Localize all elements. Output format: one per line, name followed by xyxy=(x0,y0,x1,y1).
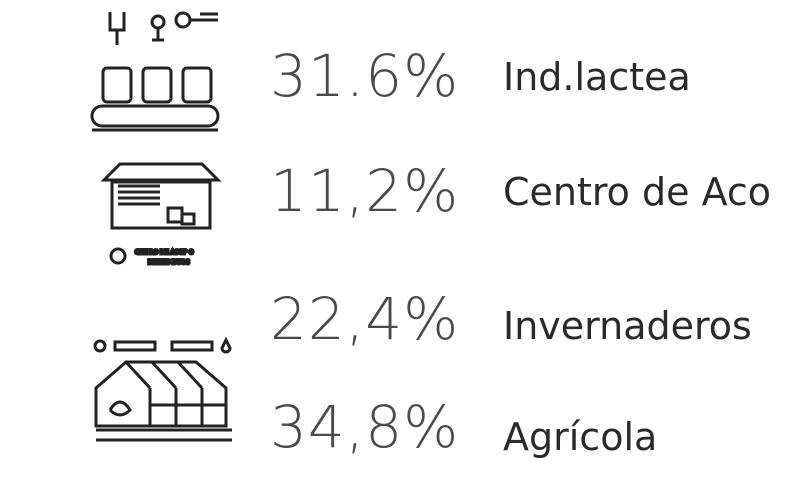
percent: 11,2% xyxy=(270,157,460,225)
percent: 34,8% xyxy=(270,393,460,461)
label: Centro de Aco xyxy=(503,170,772,214)
dairy-icon xyxy=(90,11,220,132)
percent: 22,4% xyxy=(270,285,460,353)
label: Ind.lactea xyxy=(503,55,691,99)
icon-caption: DE RES DUOS xyxy=(148,259,190,266)
greenhouse-icon xyxy=(93,336,232,442)
percent: 31.6% xyxy=(270,42,460,110)
label: Invernaderos xyxy=(503,304,752,348)
warehouse-icon xyxy=(100,162,222,265)
icon-caption: CEN RO DE ACOP O xyxy=(135,249,194,256)
label: Agrícola xyxy=(503,415,658,459)
